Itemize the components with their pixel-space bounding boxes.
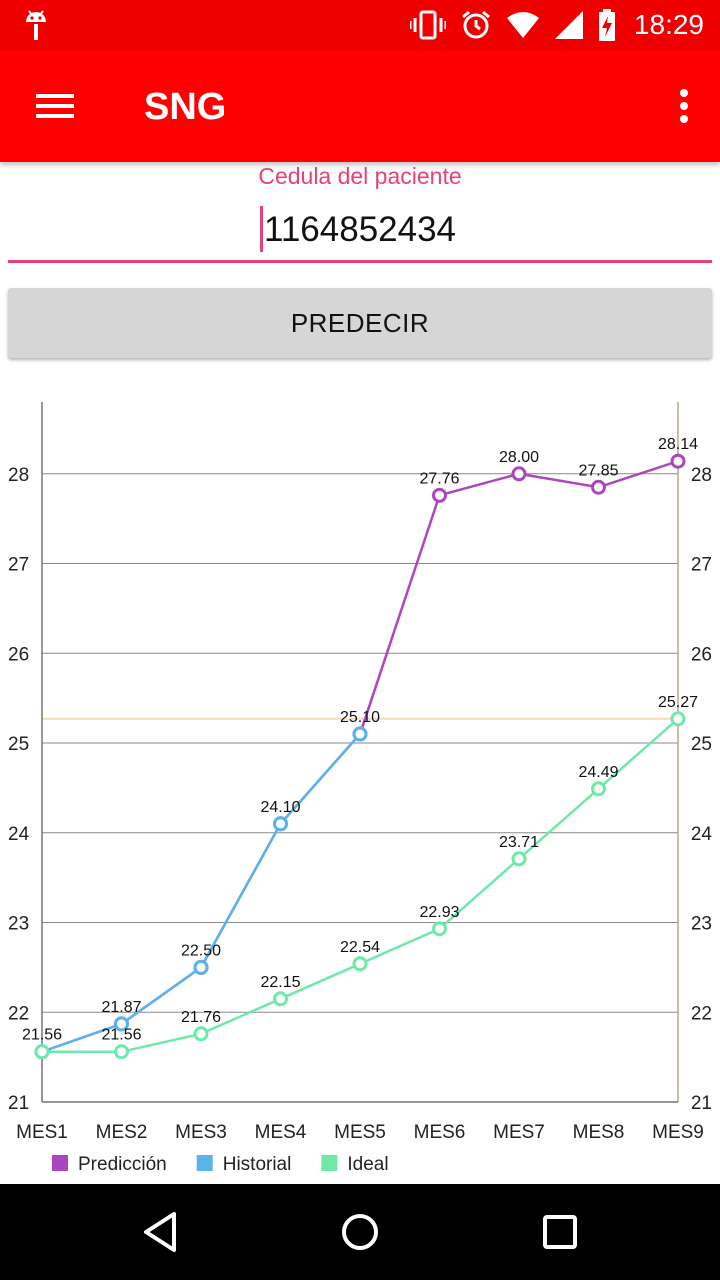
y-tick-right: 28 — [691, 465, 712, 486]
data-label: 24.49 — [578, 764, 618, 781]
data-point — [193, 1026, 209, 1042]
y-tick-left: 24 — [8, 824, 30, 845]
data-point — [432, 487, 447, 503]
y-tick-right: 22 — [691, 1003, 712, 1024]
x-tick-label: MES3 — [175, 1122, 227, 1143]
data-point — [511, 851, 527, 867]
x-tick-label: MES9 — [652, 1122, 704, 1143]
y-tick-left: 27 — [8, 555, 29, 576]
y-tick-right: 27 — [691, 555, 712, 576]
x-tick-label: MES7 — [493, 1122, 545, 1143]
data-point — [670, 453, 686, 469]
data-label: 24.10 — [260, 799, 300, 816]
app-title: SNG — [144, 86, 227, 128]
data-label: 25.10 — [340, 709, 380, 726]
cedula-value[interactable]: 1164852434 — [263, 210, 457, 249]
data-point — [273, 816, 288, 832]
data-label: 21.76 — [181, 1009, 221, 1026]
y-tick-right: 26 — [691, 644, 712, 665]
data-label: 28.14 — [658, 436, 698, 453]
data-point — [193, 959, 209, 975]
cedula-input[interactable]: 1164852434 — [8, 196, 712, 263]
cedula-label: Cedula del paciente — [258, 163, 462, 189]
data-point — [591, 479, 606, 495]
data-label: 22.93 — [419, 904, 459, 921]
y-tick-right: 21 — [691, 1093, 712, 1114]
x-tick-label: MES5 — [334, 1122, 386, 1143]
navigation-bar — [0, 1184, 720, 1280]
legend-label: Ideal — [347, 1154, 388, 1175]
data-point — [352, 956, 368, 972]
data-label: 22.50 — [181, 942, 221, 959]
data-label: 25.27 — [658, 694, 698, 711]
data-label: 22.54 — [340, 939, 380, 956]
vibrate-icon — [409, 10, 446, 40]
legend-swatch — [52, 1155, 68, 1171]
x-tick-label: MES2 — [96, 1122, 148, 1143]
y-tick-left: 26 — [8, 644, 29, 665]
wifi-icon — [506, 12, 539, 38]
data-label: 21.56 — [22, 1027, 62, 1044]
legend-label: Historial — [223, 1154, 292, 1175]
x-tick-label: MES4 — [255, 1122, 307, 1143]
status-bar: 18:29 — [0, 0, 720, 50]
back-icon[interactable] — [136, 1208, 184, 1256]
data-label: 21.87 — [101, 999, 141, 1016]
data-point — [114, 1044, 129, 1060]
y-tick-left: 22 — [8, 1003, 29, 1024]
data-point — [511, 466, 527, 482]
text-caret — [260, 206, 263, 252]
data-point — [591, 781, 606, 797]
data-point — [273, 991, 288, 1007]
data-label: 28.00 — [499, 449, 539, 466]
predict-button[interactable]: PREDECIR — [8, 288, 712, 358]
legend-swatch — [196, 1155, 213, 1171]
x-tick-label: MES8 — [573, 1122, 625, 1143]
data-label: 21.56 — [101, 1027, 141, 1044]
x-tick-label: MES6 — [414, 1122, 466, 1143]
battery-charging-icon — [598, 9, 615, 41]
y-tick-left: 23 — [8, 914, 29, 935]
hamburger-menu-icon[interactable] — [26, 82, 86, 130]
y-tick-left: 28 — [8, 465, 29, 486]
data-label: 27.76 — [419, 470, 459, 487]
android-icon — [26, 10, 46, 40]
series-line — [41, 733, 361, 1053]
data-point — [34, 1044, 50, 1060]
alarm-icon — [461, 10, 490, 39]
data-point — [670, 711, 686, 727]
data-label: 22.15 — [260, 974, 300, 991]
data-point — [432, 921, 447, 937]
y-tick-right: 24 — [691, 824, 713, 845]
y-tick-right: 23 — [691, 914, 712, 935]
recents-icon[interactable] — [536, 1208, 584, 1256]
data-label: 23.71 — [499, 834, 539, 851]
home-icon[interactable] — [336, 1208, 384, 1256]
legend-label: Predicción — [78, 1154, 167, 1175]
signal-icon — [554, 11, 583, 39]
x-tick-label: MES1 — [16, 1122, 68, 1143]
data-label: 27.85 — [578, 462, 618, 479]
y-tick-left: 25 — [8, 734, 29, 755]
app-bar: SNG — [0, 50, 720, 162]
data-point — [114, 1016, 129, 1032]
overflow-menu-icon[interactable] — [674, 86, 694, 126]
status-clock: 18:29 — [633, 9, 704, 40]
legend-swatch — [321, 1155, 338, 1171]
data-point — [352, 726, 368, 742]
y-tick-right: 25 — [691, 734, 712, 755]
y-tick-left: 21 — [8, 1093, 29, 1114]
line-chart: 21 21 22 22 23 23 24 24 25 25 26 26 27 27 28 28 MES1 MES2… — [8, 402, 713, 1175]
